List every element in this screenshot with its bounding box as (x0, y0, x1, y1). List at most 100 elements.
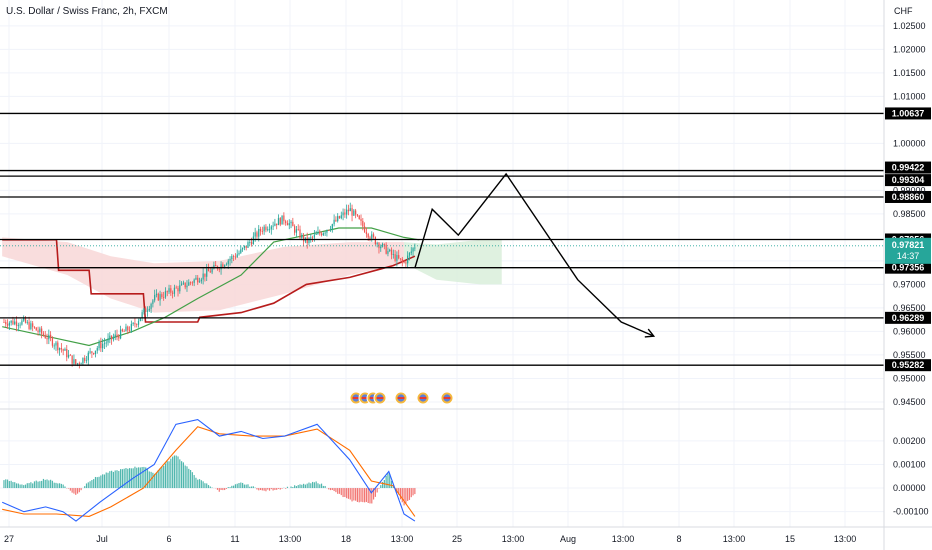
candle-body (105, 342, 107, 344)
candle-body (285, 221, 287, 224)
candle-body (337, 216, 339, 222)
candle-body (55, 342, 57, 346)
candle-body (71, 355, 73, 364)
bar-countdown-label: 14:37 (897, 251, 920, 261)
candle-body (265, 226, 267, 231)
candle-body (21, 320, 23, 325)
candle-body (227, 260, 229, 265)
price-tick-label: 1.01000 (893, 91, 926, 101)
candle-body (276, 223, 278, 226)
candle-body (367, 234, 369, 238)
candle-body (24, 317, 27, 323)
time-tick-label: Aug (560, 534, 576, 544)
candle-body (392, 254, 394, 255)
time-tick-label: Jul (96, 534, 108, 544)
candle-body (121, 329, 124, 332)
candle-body (302, 234, 305, 242)
candle-body (385, 244, 387, 254)
event-flag-icon-stripe (352, 397, 360, 399)
price-tick-label: 0.95000 (893, 373, 926, 383)
candle-body (283, 215, 285, 222)
ichimoku-lines (2, 227, 420, 347)
candle-body (372, 234, 375, 238)
level-tag-label: 0.97356 (892, 263, 925, 273)
candle-body (317, 232, 319, 235)
candle-body (173, 287, 176, 294)
candle-body (322, 233, 324, 236)
level-tag-label: 0.98860 (892, 192, 925, 202)
candle-body (360, 219, 362, 221)
horizontal-levels: 1.006370.994220.993040.988600.979560.973… (0, 107, 931, 372)
candle-body (310, 237, 312, 239)
candle-body (394, 254, 396, 261)
conversion-line (2, 227, 420, 347)
candle-body (347, 209, 350, 212)
candle-body (222, 264, 224, 267)
candle-body (35, 327, 37, 331)
candle-body (107, 338, 109, 343)
candle-body (258, 228, 260, 237)
candle-body (168, 288, 170, 293)
candle-body (30, 323, 32, 329)
candle-body (17, 325, 19, 327)
candle-body (154, 295, 156, 301)
candle-body (19, 324, 21, 326)
projected-path-line (414, 172, 655, 337)
candle-body (177, 288, 179, 292)
time-tick-label: 13:00 (834, 534, 857, 544)
candle-body (215, 264, 217, 267)
time-tick-label: 8 (676, 534, 681, 544)
candle-body (14, 321, 16, 325)
currency-label: CHF (894, 6, 913, 16)
candle-body (94, 350, 97, 354)
candle-body (328, 230, 330, 231)
candle-body (110, 335, 113, 340)
candle-body (414, 247, 416, 249)
candle-body (80, 363, 82, 365)
candle-body (42, 333, 45, 336)
candle-body (32, 323, 34, 327)
candle-body (259, 228, 262, 232)
candle-body (53, 345, 55, 347)
candle-body (5, 322, 7, 325)
event-flag-icon-stripe (443, 397, 451, 399)
candle-body (389, 249, 391, 252)
candle-body (319, 232, 321, 234)
candle-body (51, 338, 54, 346)
candle-body (66, 349, 68, 358)
price-tick-label: 0.96500 (893, 303, 926, 313)
candle-body (180, 283, 183, 286)
candle-body (270, 226, 272, 230)
candle-body (209, 271, 211, 273)
candle-body (204, 273, 206, 277)
candle-body (403, 261, 405, 263)
projection-arrowhead (644, 328, 656, 338)
candle-body (252, 236, 254, 245)
candle-body (390, 249, 393, 255)
candle-body (320, 233, 323, 236)
candle-body (241, 247, 244, 250)
candle-body (64, 349, 66, 351)
candle-body (349, 208, 351, 212)
candle-body (197, 277, 199, 283)
candle-body (369, 237, 371, 239)
price-tick-label: 0.98500 (893, 209, 926, 219)
candle-body (202, 273, 204, 280)
macd-pane (1, 419, 416, 522)
candle-body (247, 242, 249, 248)
candle-body (128, 330, 131, 332)
candle-body (299, 229, 301, 239)
time-tick-label: 11 (230, 534, 239, 544)
time-tick-label: 6 (166, 534, 171, 544)
candle-body (250, 242, 253, 245)
candle-body (374, 237, 377, 245)
candle-body (76, 363, 79, 365)
candle-body (127, 326, 129, 331)
candle-body (272, 225, 274, 227)
candle-body (288, 223, 290, 226)
candle-body (193, 279, 195, 283)
candle-body (139, 317, 141, 321)
candle-body (236, 254, 238, 258)
candle-body (213, 264, 215, 269)
